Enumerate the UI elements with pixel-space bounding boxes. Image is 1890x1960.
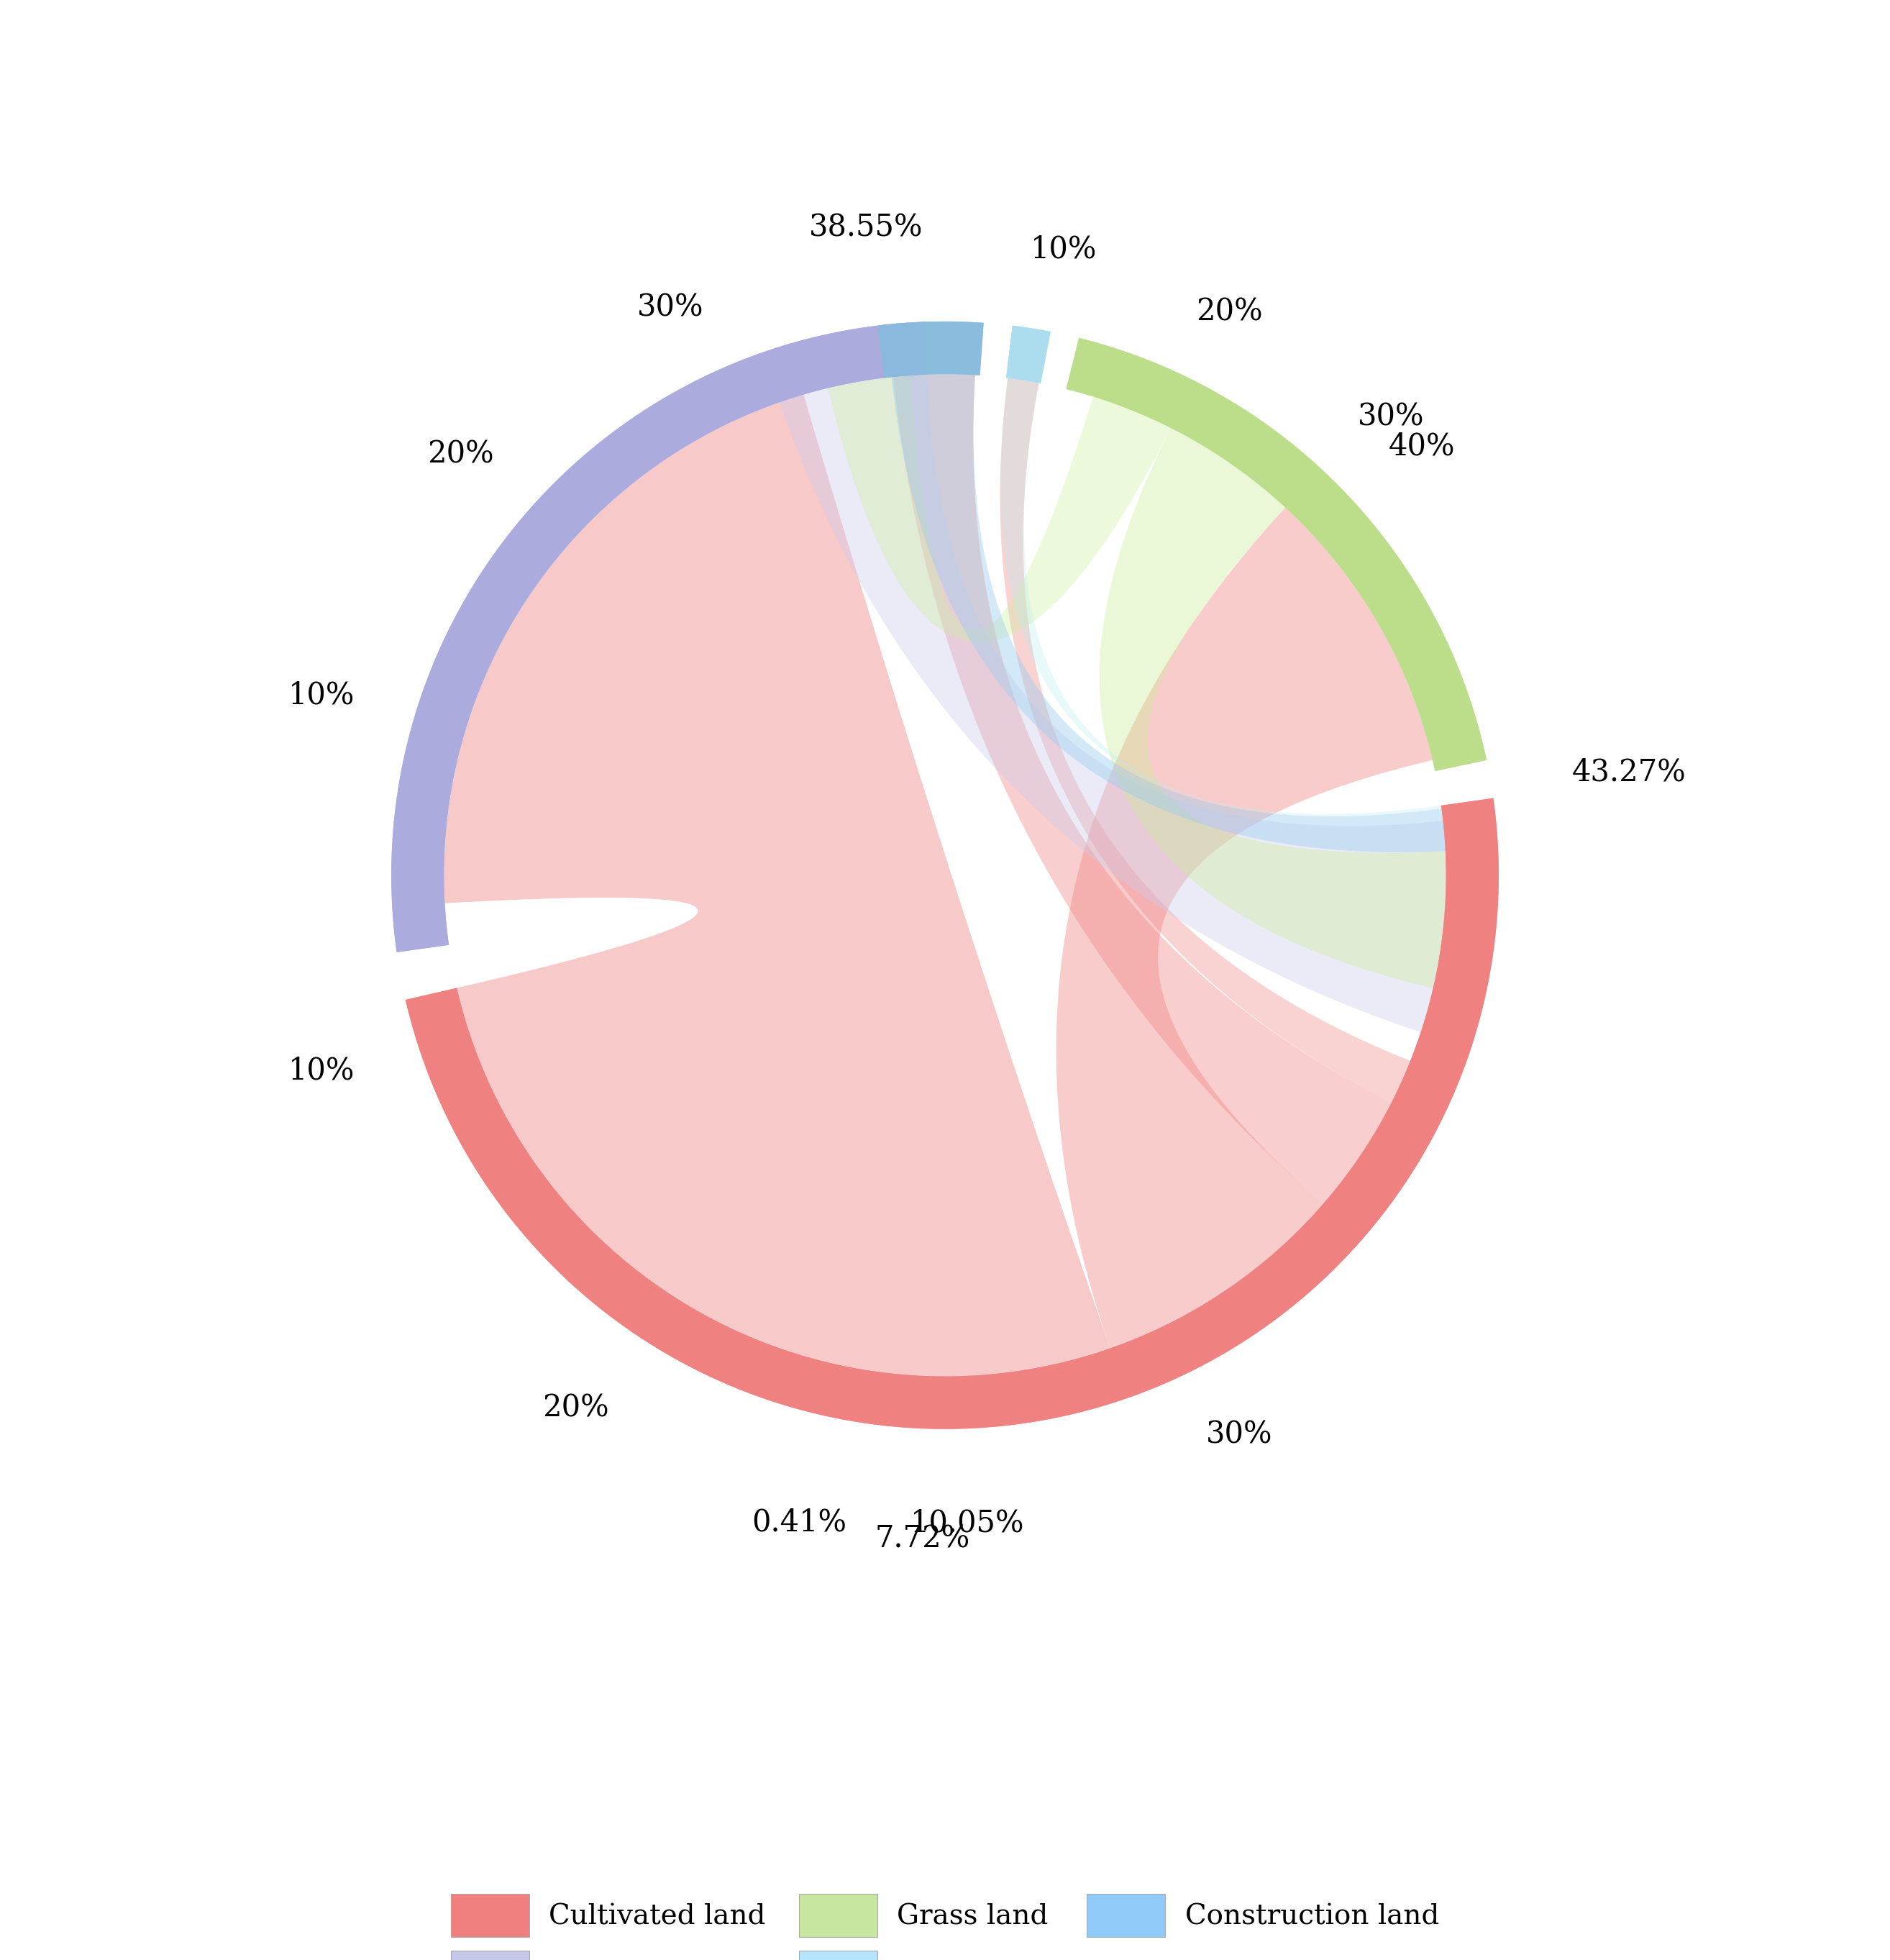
Polygon shape	[391, 321, 928, 953]
Text: 20%: 20%	[1196, 296, 1263, 327]
Polygon shape	[1066, 337, 1487, 770]
Polygon shape	[406, 798, 1499, 1429]
Legend: Cultivated land, Forest land, Grass land, Water area, Construction land: Cultivated land, Forest land, Grass land…	[440, 1882, 1450, 1960]
Text: 38.55%: 38.55%	[809, 212, 922, 243]
Text: 7.72%: 7.72%	[875, 1523, 970, 1554]
Text: 10.05%: 10.05%	[911, 1507, 1024, 1539]
Polygon shape	[1005, 325, 1051, 384]
Text: 10%: 10%	[1030, 233, 1098, 265]
Polygon shape	[406, 798, 1499, 1429]
Polygon shape	[1000, 378, 1442, 817]
Polygon shape	[391, 321, 928, 953]
Text: 20%: 20%	[427, 439, 493, 470]
Polygon shape	[1000, 378, 1410, 1103]
Polygon shape	[1066, 337, 1487, 770]
Polygon shape	[779, 374, 1446, 1033]
Polygon shape	[1005, 325, 1051, 384]
Text: 10%: 10%	[289, 680, 355, 710]
Text: 10%: 10%	[289, 1056, 355, 1086]
Text: 0.41%: 0.41%	[752, 1507, 847, 1537]
Polygon shape	[877, 321, 983, 378]
Text: 43.27%: 43.27%	[1572, 757, 1686, 788]
Text: 30%: 30%	[637, 292, 703, 321]
Polygon shape	[894, 374, 1391, 1203]
Polygon shape	[828, 376, 1172, 643]
Text: 40%: 40%	[1389, 431, 1455, 463]
Polygon shape	[877, 321, 983, 378]
Polygon shape	[892, 374, 1446, 853]
Polygon shape	[1057, 508, 1433, 1348]
Text: 30%: 30%	[1357, 402, 1425, 431]
Text: 30%: 30%	[1206, 1419, 1272, 1450]
Text: 20%: 20%	[542, 1394, 609, 1423]
Polygon shape	[1100, 427, 1446, 988]
Polygon shape	[444, 394, 1109, 1376]
